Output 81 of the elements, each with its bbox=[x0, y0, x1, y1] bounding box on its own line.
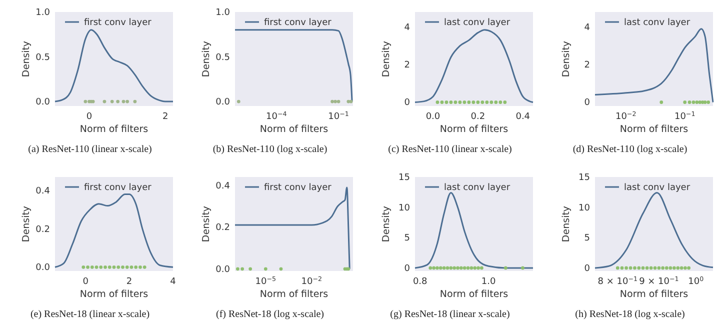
x-tick-label: 0 bbox=[82, 277, 89, 287]
legend-label: last conv layer bbox=[444, 18, 510, 28]
y-tick-label: 4 bbox=[404, 23, 410, 34]
text: (a) ResNet-110 (linear x-scale) bbox=[28, 144, 152, 155]
x-tick-label: 2 bbox=[162, 112, 168, 122]
y-tick-label: 0.4 bbox=[36, 186, 50, 196]
text: (c) ResNet-110 (linear x-scale) bbox=[388, 144, 512, 155]
y-tick-label: 4 bbox=[584, 23, 590, 34]
x-tick-label: 0.2 bbox=[470, 112, 486, 122]
x-tick-label: 10$^{−1}$ bbox=[674, 110, 696, 122]
y-axis-title: Density bbox=[21, 206, 32, 242]
legend-label: first conv layer bbox=[264, 18, 332, 28]
x-tick-label: 0.8 bbox=[412, 277, 428, 287]
text: (h) ResNet-18 (log x-scale) bbox=[575, 309, 685, 320]
y-axis-title: Density bbox=[561, 40, 572, 78]
x-tick-label: 9 × 10$^{−1}$ bbox=[639, 276, 679, 287]
line-series bbox=[54, 194, 174, 268]
y-tick-label: 1.0 bbox=[216, 8, 230, 18]
text: (d) ResNet-110 (log x-scale) bbox=[572, 144, 688, 155]
legend-label: first conv layer bbox=[84, 18, 152, 28]
y-tick-label: 0.2 bbox=[216, 223, 230, 234]
x-axis-title: Norm of filters bbox=[440, 289, 508, 300]
x-tick-label: 10$^{−2}$ bbox=[301, 276, 322, 287]
x-axis-title: Norm of filters bbox=[80, 289, 148, 300]
x-axis-title: Norm of filters bbox=[440, 124, 508, 135]
y-tick-label: 0 bbox=[404, 264, 410, 274]
y-axis-title: Density bbox=[201, 40, 212, 78]
x-tick-label: 0.0 bbox=[426, 112, 440, 122]
y-tick-label: 0 bbox=[584, 264, 590, 274]
line-series bbox=[54, 29, 174, 102]
y-tick-label: 0.2 bbox=[36, 224, 50, 235]
x-axis-title: Norm of filters bbox=[620, 124, 688, 135]
x-axis-title: Norm of filters bbox=[260, 289, 328, 300]
x-tick-label: 8 × 10$^{−1}$ bbox=[598, 276, 638, 287]
legend-label: last conv layer bbox=[624, 18, 690, 28]
y-tick-label: 5 bbox=[404, 234, 410, 244]
y-tick-label: 0 bbox=[404, 98, 410, 108]
x-axis-title: Norm of filters bbox=[620, 289, 688, 300]
x-tick-label: 10$^{0}$ bbox=[688, 276, 704, 287]
y-tick-label: 2 bbox=[584, 60, 590, 71]
x-tick-label: 10$^{−2}$ bbox=[615, 110, 636, 122]
text: (b) ResNet-110 (log x-scale) bbox=[212, 144, 328, 155]
y-tick-label: 0.5 bbox=[36, 52, 50, 63]
y-axis-title: Density bbox=[381, 206, 392, 242]
y-tick-label: 5 bbox=[584, 234, 590, 244]
y-axis-title: Density bbox=[21, 40, 32, 78]
y-tick-label: 0.5 bbox=[216, 52, 230, 63]
x-tick-label: 0.4 bbox=[516, 112, 530, 122]
x-tick-label: 4 bbox=[170, 277, 176, 287]
legend-label: first conv layer bbox=[264, 183, 332, 193]
x-tick-label: 10$^{−4}$ bbox=[266, 110, 287, 122]
line-series bbox=[414, 29, 534, 103]
y-tick-label: 0.0 bbox=[36, 98, 50, 108]
line-series bbox=[414, 192, 534, 269]
y-tick-label: 0.0 bbox=[36, 263, 50, 274]
y-tick-label: 15 bbox=[578, 173, 590, 183]
y-axis-title: Density bbox=[381, 40, 392, 78]
x-axis-title: Norm of filters bbox=[260, 124, 328, 135]
y-axis-title: Density bbox=[201, 206, 212, 242]
x-tick-label: 10$^{−5}$ bbox=[255, 276, 276, 287]
legend-label: last conv layer bbox=[444, 183, 510, 193]
y-tick-label: 2 bbox=[404, 60, 410, 71]
legend-label: last conv layer bbox=[624, 183, 690, 193]
y-tick-label: 0 bbox=[584, 98, 590, 108]
x-tick-label: 10$^{−1}$ bbox=[328, 110, 349, 122]
x-tick-label: 2 bbox=[126, 277, 132, 287]
legend-label: first conv layer bbox=[84, 183, 152, 193]
text: (e) ResNet-18 (linear x-scale) bbox=[30, 309, 150, 320]
y-tick-label: 10 bbox=[398, 203, 410, 214]
x-tick-label: 1.0 bbox=[481, 277, 496, 287]
y-tick-label: 0.0 bbox=[216, 98, 230, 108]
y-tick-label: 15 bbox=[398, 173, 410, 183]
y-axis-title: Density bbox=[561, 206, 572, 242]
y-tick-label: 10 bbox=[578, 203, 590, 214]
text: (f) ResNet-18 (log x-scale) bbox=[216, 309, 324, 320]
y-tick-label: 0.0 bbox=[216, 264, 230, 275]
y-tick-label: 1.0 bbox=[36, 8, 50, 18]
text: (g) ResNet-18 (linear x-scale) bbox=[390, 309, 510, 320]
x-tick-label: 0 bbox=[86, 112, 92, 122]
x-axis-title: Norm of filters bbox=[80, 124, 148, 135]
y-tick-label: 0.4 bbox=[216, 181, 230, 192]
